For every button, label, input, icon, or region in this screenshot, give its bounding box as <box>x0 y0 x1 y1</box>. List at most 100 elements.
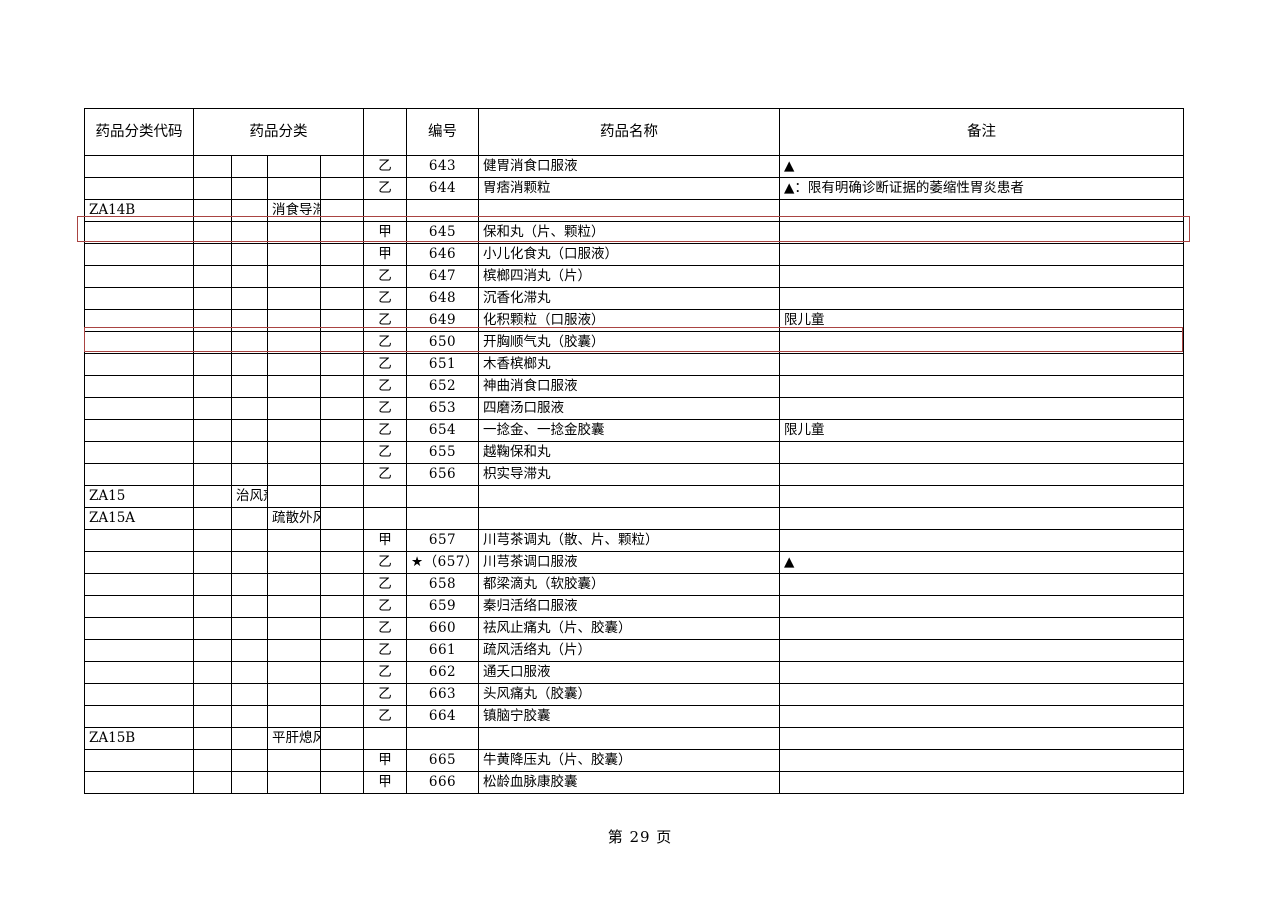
table-row: 乙 651 木香槟榔丸 <box>84 353 1184 376</box>
cell-category-2 <box>231 221 268 244</box>
cell-category-2 <box>231 617 268 640</box>
cell-category-1 <box>193 243 232 266</box>
cell-category-1 <box>193 265 232 288</box>
cell-drug-name <box>478 199 780 222</box>
table-row: 乙 648 沉香化滞丸 <box>84 287 1184 310</box>
cell-category-code <box>84 287 194 310</box>
cell-category-code <box>84 617 194 640</box>
cell-category-2 <box>231 309 268 332</box>
cell-category-2 <box>231 419 268 442</box>
table-row: 乙 656 枳实导滞丸 <box>84 463 1184 486</box>
table-row: ZA15B 平肝熄风剂 <box>84 727 1184 750</box>
cell-category-code <box>84 177 194 200</box>
cell-drug-name: 小儿化食丸（口服液） <box>478 243 780 266</box>
cell-category-code <box>84 265 194 288</box>
cell-category-2 <box>231 397 268 420</box>
cell-category-4 <box>320 595 364 618</box>
cell-remark <box>779 573 1184 596</box>
cell-drug-name <box>478 727 780 750</box>
cell-category-4 <box>320 749 364 772</box>
cell-category-2 <box>231 441 268 464</box>
cell-category-4 <box>320 441 364 464</box>
cell-category-3: 消食导滞 <box>267 199 321 222</box>
drug-catalog-table-wrapper: 药品分类代码 药品分类 编号 药品名称 备注 乙 643 健胃消食口服液 ▲ 乙 644 胃… <box>84 108 1184 794</box>
cell-number: 658 <box>406 573 479 596</box>
column-header-number: 编号 <box>406 108 479 156</box>
cell-category-2 <box>231 507 268 530</box>
cell-category-3 <box>267 353 321 376</box>
cell-category-4 <box>320 331 364 354</box>
cell-category-3 <box>267 661 321 684</box>
table-row: 乙 647 槟榔四消丸（片） <box>84 265 1184 288</box>
cell-category-3 <box>267 771 321 794</box>
drug-catalog-table: 药品分类代码 药品分类 编号 药品名称 备注 乙 643 健胃消食口服液 ▲ 乙 644 胃… <box>84 108 1184 794</box>
cell-number: 663 <box>406 683 479 706</box>
cell-category-code <box>84 529 194 552</box>
cell-remark <box>779 705 1184 728</box>
cell-category-code <box>84 661 194 684</box>
cell-number: 650 <box>406 331 479 354</box>
cell-category-4 <box>320 265 364 288</box>
cell-category-code <box>84 463 194 486</box>
cell-category-2 <box>231 243 268 266</box>
cell-category-1 <box>193 177 232 200</box>
cell-number <box>406 199 479 222</box>
cell-category-3 <box>267 551 321 574</box>
cell-category-1 <box>193 683 232 706</box>
cell-category-4 <box>320 221 364 244</box>
cell-category-3 <box>267 287 321 310</box>
cell-category-2 <box>231 155 268 178</box>
cell-category-1 <box>193 309 232 332</box>
cell-level: 乙 <box>363 331 407 354</box>
cell-category-code <box>84 221 194 244</box>
cell-level: 乙 <box>363 639 407 662</box>
cell-category-3 <box>267 221 321 244</box>
cell-level: 乙 <box>363 419 407 442</box>
table-row: 乙 653 四磨汤口服液 <box>84 397 1184 420</box>
cell-number: 666 <box>406 771 479 794</box>
cell-category-2 <box>231 771 268 794</box>
cell-level: 乙 <box>363 617 407 640</box>
cell-category-3: 疏散外风剂 <box>267 507 321 530</box>
cell-number: 657 <box>406 529 479 552</box>
cell-number <box>406 485 479 508</box>
cell-level: 乙 <box>363 463 407 486</box>
cell-remark <box>779 441 1184 464</box>
cell-category-3 <box>267 617 321 640</box>
cell-remark <box>779 199 1184 222</box>
cell-category-3 <box>267 441 321 464</box>
cell-remark <box>779 727 1184 750</box>
cell-category-1 <box>193 375 232 398</box>
cell-category-2 <box>231 287 268 310</box>
cell-level: 甲 <box>363 749 407 772</box>
cell-category-code <box>84 353 194 376</box>
cell-category-2 <box>231 595 268 618</box>
cell-category-2 <box>231 661 268 684</box>
cell-number: 648 <box>406 287 479 310</box>
cell-category-3 <box>267 529 321 552</box>
cell-drug-name: 镇脑宁胶囊 <box>478 705 780 728</box>
cell-drug-name: 头风痛丸（胶囊） <box>478 683 780 706</box>
table-row: 乙 664 镇脑宁胶囊 <box>84 705 1184 728</box>
column-header-category: 药品分类 <box>193 108 364 156</box>
table-row: 乙 644 胃痞消颗粒 ▲：限有明确诊断证据的萎缩性胃炎患者 <box>84 177 1184 200</box>
cell-remark <box>779 463 1184 486</box>
column-header-drug-name: 药品名称 <box>478 108 780 156</box>
cell-drug-name: 神曲消食口服液 <box>478 375 780 398</box>
table-row: 乙 658 都梁滴丸（软胶囊） <box>84 573 1184 596</box>
cell-category-1 <box>193 705 232 728</box>
cell-category-code <box>84 419 194 442</box>
cell-level: 乙 <box>363 683 407 706</box>
cell-drug-name: 祛风止痛丸（片、胶囊） <box>478 617 780 640</box>
cell-category-1 <box>193 727 232 750</box>
cell-number: ★（657） <box>406 551 479 574</box>
cell-level: 乙 <box>363 353 407 376</box>
cell-remark <box>779 683 1184 706</box>
cell-level: 乙 <box>363 287 407 310</box>
cell-drug-name: 松龄血脉康胶囊 <box>478 771 780 794</box>
table-row: 乙 662 通夭口服液 <box>84 661 1184 684</box>
cell-category-3 <box>267 309 321 332</box>
cell-category-4 <box>320 463 364 486</box>
cell-category-2 <box>231 683 268 706</box>
cell-category-2 <box>231 353 268 376</box>
